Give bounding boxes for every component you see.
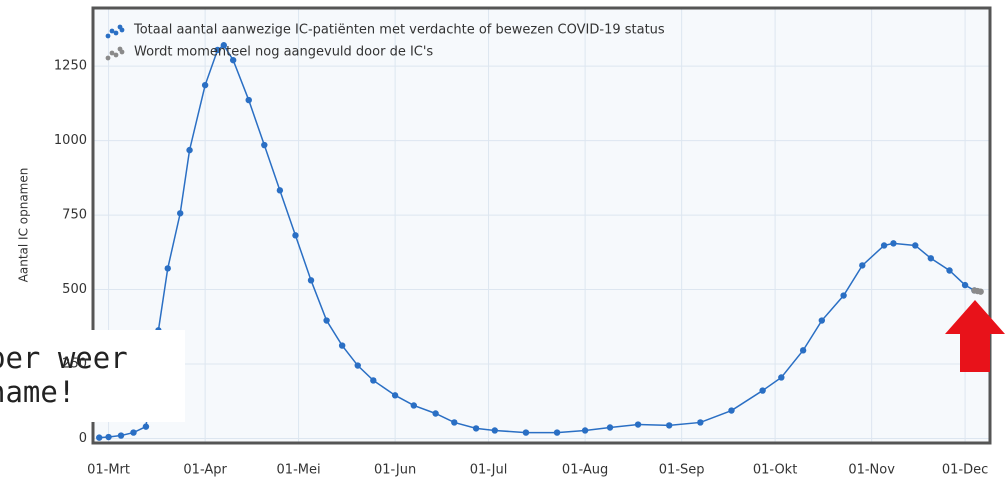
data-point	[880, 242, 888, 249]
data-point	[697, 419, 704, 426]
data-point	[946, 267, 953, 274]
data-point	[451, 419, 458, 426]
x-tick-label: 01-Jul	[470, 463, 508, 478]
data-point	[117, 432, 125, 439]
legend-icon	[109, 28, 115, 34]
data-point	[245, 96, 252, 104]
data-point	[728, 407, 735, 414]
legend-label: Wordt momenteel nog aangevuld door de IC…	[134, 45, 433, 60]
legend-icon	[119, 49, 125, 55]
data-point	[927, 255, 935, 262]
data-point	[201, 81, 209, 89]
data-point	[261, 141, 268, 149]
legend-icon	[105, 55, 111, 61]
plot-background	[93, 8, 990, 443]
data-point	[164, 265, 171, 272]
data-point	[491, 427, 498, 434]
legend-icon	[119, 27, 125, 33]
data-point	[186, 146, 193, 154]
x-tick-label: 01-Jun	[374, 463, 416, 478]
data-point	[96, 434, 103, 441]
x-tick-label: 01-Sep	[659, 463, 705, 478]
legend-icon	[113, 52, 119, 58]
data-point	[432, 410, 439, 417]
data-point	[977, 288, 984, 295]
data-point	[606, 424, 614, 431]
x-tick-label: 01-Aug	[562, 463, 608, 478]
legend-label: Totaal aantal aanwezige IC-patiënten met…	[133, 23, 665, 38]
data-point	[778, 374, 785, 381]
data-point	[581, 427, 589, 434]
data-point	[759, 387, 766, 394]
data-point	[214, 46, 221, 54]
data-point	[818, 317, 826, 324]
x-tick-label: 01-Okt	[753, 463, 797, 478]
y-tick-label: 0	[79, 431, 87, 446]
data-point	[229, 56, 237, 64]
legend-icon	[113, 30, 119, 36]
data-point	[338, 342, 346, 349]
overlay-box	[0, 330, 185, 422]
data-point	[391, 392, 399, 399]
data-point	[323, 317, 330, 324]
data-point	[961, 281, 969, 289]
data-point	[276, 187, 284, 194]
data-point	[890, 240, 897, 247]
data-point	[220, 42, 228, 49]
data-point	[292, 232, 299, 239]
data-point	[105, 433, 112, 441]
red-arrow	[945, 300, 1005, 372]
y-axis-label: Aantal IC opnamen	[17, 168, 31, 283]
data-point	[859, 262, 866, 269]
y-tick-label: 500	[62, 282, 87, 297]
data-point	[354, 362, 361, 369]
data-point	[553, 429, 561, 436]
data-point	[799, 347, 807, 354]
legend-icon	[105, 33, 111, 39]
y-tick-label: 1250	[54, 59, 87, 74]
data-point	[522, 429, 530, 436]
data-point	[912, 242, 919, 249]
data-point	[634, 421, 642, 428]
data-point	[142, 423, 150, 430]
data-point	[307, 277, 315, 284]
data-point	[177, 210, 184, 217]
data-point	[665, 422, 673, 429]
x-tick-label: 01-Apr	[183, 463, 227, 478]
y-tick-label: 750	[62, 208, 87, 223]
data-point	[410, 402, 418, 409]
x-tick-label: 01-Mrt	[87, 463, 130, 478]
y-tick-label: 1000	[54, 133, 87, 148]
legend-icon	[109, 50, 115, 56]
data-point	[840, 292, 847, 299]
x-tick-label: 01-Mei	[277, 463, 321, 478]
annotation: name!	[0, 375, 75, 409]
x-tick-label: 01-Dec	[942, 463, 988, 478]
data-point	[472, 425, 480, 432]
plot-border	[91, 6, 992, 445]
data-point	[370, 377, 377, 384]
data-point	[130, 429, 137, 436]
y-tick-label: 250	[62, 357, 87, 372]
annotation: per weer	[0, 341, 128, 375]
x-tick-label: 01-Nov	[848, 463, 895, 478]
